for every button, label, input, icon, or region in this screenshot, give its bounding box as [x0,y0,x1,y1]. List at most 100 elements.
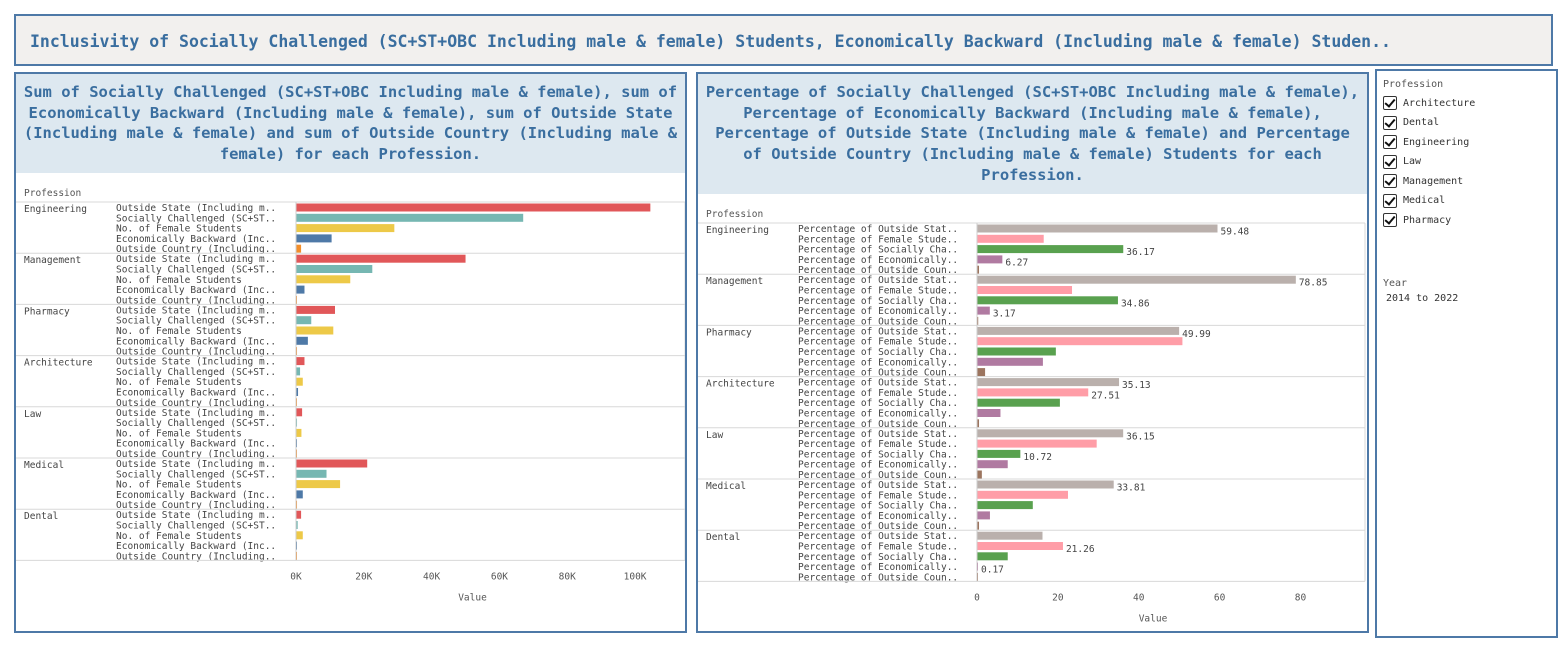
bar [977,409,1001,417]
filter-item-label: Law [1403,156,1422,167]
checkbox-checked-icon[interactable] [1383,193,1397,208]
measure-label: Economically Backward (Inc.. [116,439,276,450]
measure-label: Percentage of Socially Cha.. [798,449,958,460]
measure-label: Percentage of Socially Cha.. [798,296,958,307]
category-label: Medical [24,460,64,471]
measure-label: Percentage of Outside Stat.. [798,531,958,542]
bar [977,388,1089,397]
measure-label: No. of Female Students [116,224,242,235]
measure-label: No. of Female Students [116,377,242,388]
row-header: Profession [706,209,763,220]
measure-label: Socially Challenged (SC+ST.. [116,265,276,276]
bar [977,326,1180,335]
measure-label: Percentage of Outside Coun.. [798,419,958,430]
measure-label: Percentage of Outside Stat.. [798,480,958,491]
sum-chart-panel: Sum of Socially Challenged (SC+ST+OBC In… [14,72,687,633]
bar [296,316,312,325]
x-tick-label: 60 [1214,592,1226,603]
measure-label: No. of Female Students [116,428,242,439]
measure-label: Outside Country (Including.. [116,347,276,358]
bar [296,480,341,489]
category-label: Pharmacy [706,327,752,338]
measure-label: Outside Country (Including.. [116,500,276,511]
filter-item-law[interactable]: Law [1383,154,1421,170]
measure-label: Percentage of Socially Cha.. [798,398,958,409]
bar [296,224,395,233]
bar [296,285,305,294]
checkbox-checked-icon[interactable] [1383,154,1397,169]
filter-item-management[interactable]: Management [1383,173,1463,189]
data-label: 59.48 [1221,227,1250,238]
bar [296,234,332,243]
bar [977,542,1063,550]
measure-label: Percentage of Female Stude.. [798,388,958,399]
measure-label: Outside State (Including m.. [116,510,276,521]
category-label: Dental [706,532,740,543]
bar [296,357,305,366]
data-label: 21.26 [1066,544,1095,555]
bar [977,275,1296,284]
checkbox-checked-icon[interactable] [1383,115,1397,130]
x-tick-label: 80K [559,571,576,582]
bar [977,265,980,274]
checkbox-checked-icon[interactable] [1383,135,1397,149]
bar [296,254,466,263]
measure-label: Outside State (Including m.. [116,408,276,419]
measure-label: Outside State (Including m.. [116,305,276,316]
year-filter-value[interactable]: 2014 to 2022 [1386,293,1459,304]
bar [296,428,302,437]
bar [977,378,1120,387]
measure-label: Percentage of Outside Coun.. [798,470,958,481]
bar [977,480,1114,489]
x-tick-label: 80 [1295,592,1307,603]
x-tick-label: 20 [1052,592,1064,603]
bar [977,306,990,315]
filter-item-dental[interactable]: Dental [1383,115,1439,131]
checkbox-checked-icon[interactable] [1383,213,1397,227]
filter-item-medical[interactable]: Medical [1383,193,1445,209]
measure-label: Socially Challenged (SC+ST.. [116,316,276,327]
bar [977,439,1097,448]
measure-label: Percentage of Female Stude.. [798,337,958,348]
measure-label: Percentage of Economically.. [798,255,958,266]
measure-label: Outside State (Including m.. [116,357,276,368]
measure-label: Percentage of Outside Stat.. [798,378,958,389]
category-label: Management [706,276,763,287]
measure-label: Outside Country (Including.. [116,449,276,460]
bar [296,336,308,345]
bar [977,460,1008,469]
filter-item-architecture[interactable]: Architecture [1383,95,1475,111]
x-tick-label: 40K [423,571,440,582]
data-label: 36.17 [1126,247,1155,258]
data-label: 6.27 [1005,257,1028,268]
measure-label: No. of Female Students [116,480,242,491]
bar [977,357,1043,366]
category-label: Dental [24,511,58,522]
measure-label: Percentage of Economically.. [798,511,958,522]
measure-label: Percentage of Economically.. [798,306,958,317]
measure-label: Percentage of Outside Coun.. [798,316,958,327]
filter-item-pharmacy[interactable]: Pharmacy [1383,212,1451,228]
category-label: Architecture [706,379,775,390]
bar [296,326,334,335]
bar [977,511,990,520]
bar [296,490,303,499]
percentage-chart-title: Percentage of Socially Challenged (SC+ST… [698,74,1367,194]
measure-label: Percentage of Economically.. [798,409,958,420]
measure-label: Percentage of Socially Cha.. [798,552,958,563]
data-label: 0.17 [981,565,1004,576]
measure-label: Percentage of Female Stude.. [798,234,958,245]
measure-label: Percentage of Female Stude.. [798,286,958,297]
filter-item-engineering[interactable]: Engineering [1383,134,1469,150]
checkbox-checked-icon[interactable] [1383,96,1397,110]
filter-panel: Profession Architecture Dental Engineering… [1375,69,1558,638]
checkbox-checked-icon[interactable] [1383,174,1397,188]
measure-label: Outside State (Including m.. [116,203,276,214]
measure-label: No. of Female Students [116,275,242,286]
measure-label: Percentage of Outside Stat.. [798,429,958,440]
bar [296,305,335,314]
measure-label: Percentage of Outside Stat.. [798,326,958,337]
measure-label: Percentage of Female Stude.. [798,490,958,501]
measure-label: Percentage of Socially Cha.. [798,347,958,358]
bar [296,521,298,529]
